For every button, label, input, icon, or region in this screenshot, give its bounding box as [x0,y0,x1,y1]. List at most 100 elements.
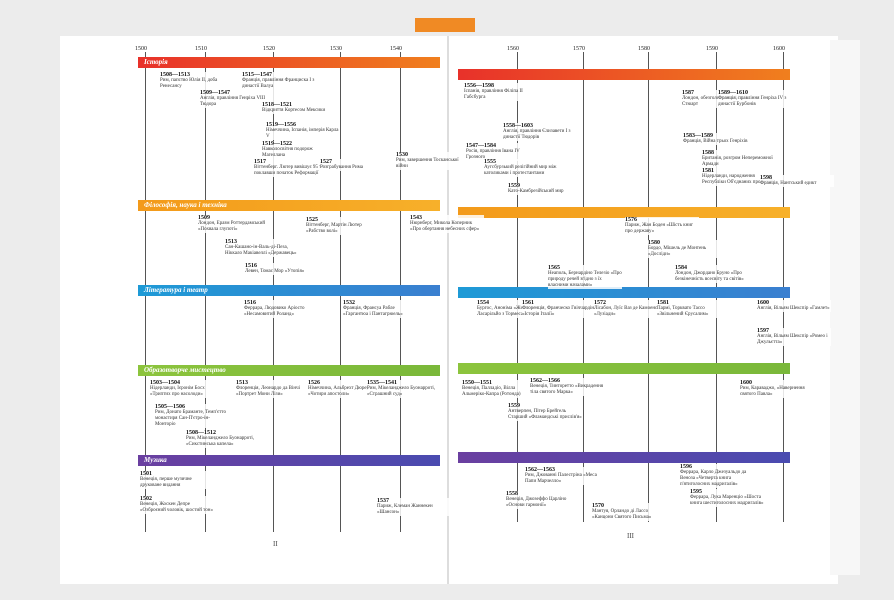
event-text: Като-Камбрезійський мир [508,189,564,194]
event-years: 1535—1541 [367,380,397,386]
event-years: 1513 [236,380,248,386]
event-years: 1581 [657,300,669,306]
event-years: 1598 [760,175,772,181]
event: 1543 Нюрнберг, Микола Коперник «Про оберт… [410,215,484,233]
event-text: Розграбування Рима [320,165,363,170]
event-text: Лондон, обезголовлення Марії Стюарт [682,96,748,107]
event-years: 1543 [410,215,422,221]
event: 1508—1512 Рим, Мікеланджело Буонарроті, «… [186,430,260,448]
event-years: 1595 [690,489,702,495]
event-years: 1519—1556 [266,122,296,128]
section-bar: Образотворче мистецтво [138,365,440,376]
event-years: 1518—1521 [262,102,292,108]
event-years: 1516 [244,300,256,306]
gutter [447,36,449,584]
event-years: 1509—1547 [200,90,230,96]
event: 1509—1547 Англія, правління Генріха VIII … [200,90,274,108]
event-years: 1508—1513 [160,72,190,78]
event: 1509 Лондон, Еразм Роттердамський «Похвал… [198,215,272,233]
event-text: Бургос, Аноніма «Життя Ласарільйо з Торм… [477,306,530,317]
event-text: Флоренція, Франческо Гвіччардіні «Історі… [522,306,596,317]
section-bar [458,207,790,218]
event-text: Віттенберг. Лютер вивішує 95 тез, поклав… [254,165,327,176]
section-title: Образотворче мистецтво [144,366,226,374]
event: 1513 Флоренція, Леонардо да Вінчі «Портре… [236,380,310,398]
event-text: Феррара, Лука Маренціо «Шоста книга шест… [690,495,764,506]
event: 1596 Феррара, Карло Джезуальдо да Веноза … [680,464,754,488]
event-text: Німеччина, Альбрехт Дюрер «Чотири апосто… [308,386,370,397]
event-years: 1517 [254,159,266,165]
event: 1600 Англія, Вільям Шекспір «Гамлет» [757,300,831,312]
event-text: Венеція, Джозеффо Царліно «Основи гармон… [506,497,567,508]
event-years: 1503—1504 [150,380,180,386]
event-text: Віттенберг, Мартін Лютер «Рабство волі» [306,223,362,234]
event-text: Нюрнберг, Микола Коперник «Про обертання… [410,221,480,232]
event-years: 1527 [320,159,332,165]
event: 1556—1598 Іспанія, правління Філіпа II Га… [464,83,538,101]
event-years: 1565 [548,265,560,271]
event: 1532 Франція, Франсуа Рабле «Гаргантюа і … [343,300,417,318]
event-years: 1583—1589 [683,133,713,139]
event: 1516 Левен, Томас Мор «Утопія» [245,263,319,275]
event: 1558—1603 Англія, правління Єлизавети I з… [503,123,577,141]
event-text: Рим, завершення Тосканської війни [396,158,459,169]
event-text: Франція, Франсуа Рабле «Гаргантюа і Пант… [343,306,403,317]
event-text: Франція, Війна трьох Генріхів [683,139,748,144]
event-years: 1554 [477,300,489,306]
event: 1519—1556 Німеччина, Іспанія, імперія Кар… [266,122,340,140]
year-label: 1500 [135,46,147,52]
event: 1526 Німеччина, Альбрехт Дюрер «Чотири ап… [308,380,382,398]
event-years: 1516 [245,263,257,269]
event: 1576 Париж, Жан Боден «Шість книг про дер… [625,217,699,235]
event-years: 1547—1584 [466,143,496,149]
event-years: 1513 [225,239,237,245]
event-text: Лондон, Еразм Роттердамський «Похвала гл… [198,221,266,232]
event-text: Венеція, Тинторетто «Викрадення тіла свя… [530,384,604,395]
event-years: 1501 [140,471,152,477]
event: 1595 Феррара, Лука Маренціо «Шоста книга … [690,489,764,507]
year-label: 1520 [263,46,275,52]
event: 1584 Лондон, Джордано Бруно «Про безкінеч… [675,265,749,283]
event: 1518—1521 Відкриття Кортесом Мексики [262,102,336,114]
event-years: 1508—1512 [186,430,216,436]
event: 1505—1506 Рим, Донато Браманте, Темп'єтто… [155,404,229,428]
event-text: Сан-Кашано-ін-Валь-ді-Пеза, Ніккало Макі… [225,245,297,256]
event-years: 1581 [702,168,714,174]
event-text: Рим, Мікеланджело Буонарроті, «Страшний … [367,386,436,397]
event-years: 1562—1563 [525,467,555,473]
event-text: Франція, правління Франциска I з династі… [242,78,315,89]
event-text: Лондон, Джордано Бруно «Про безкінечніст… [675,271,744,282]
event-years: 1570 [592,503,604,509]
event-years: 1589—1610 [718,90,748,96]
event-text: Париж, Клеман Жаннекен «Шансон» [377,504,433,515]
event-years: 1576 [625,217,637,223]
section-title: Література і театр [144,286,208,294]
event: 1525 Віттенберг, Мартін Лютер «Рабство во… [306,217,380,235]
event-years: 1526 [308,380,320,386]
event-text: Англія, Вільям Шекспір «Гамлет» [757,306,830,311]
event-text: Франція, Нантський едикт [760,181,817,186]
year-label: 1600 [773,46,785,52]
section-bar [458,363,790,374]
event-years: 1502 [140,496,152,502]
event-text: Нідерланди, Ієронім Босх «Триптих про на… [150,386,205,397]
event: 1589—1610 Франція, правління Генріха IV з… [718,90,792,108]
event: 1597 Англія, Вільям Шекспір «Ромео і Джул… [757,328,831,346]
spine [415,18,475,32]
event-years: 1572 [594,300,606,306]
section-bar: Література і театр [138,285,440,296]
section-title: Філософія, наука і техніка [144,201,227,209]
event: 1559 Като-Камбрезійський мир [508,183,582,195]
event-text: Англія, Вільям Шекспір «Ромео і Джульєтт… [757,334,828,345]
event: 1559 Антверпен, Пітер Брейгель Старший «Ф… [508,403,582,421]
event: 1570 Мантуя, Орландо ді Лассо «Канцони Св… [592,503,666,521]
event-text: Пармі, Торквато Тассо «Звільнений Єрусал… [657,306,709,317]
event: 1588 Британія, розгром Непереможної Армад… [702,150,776,168]
event-text: Венеція, Палладіо, Вілла Альмеріко-Капра… [462,386,521,397]
event: 1580 Бордо, Мішель де Монтень «Досліди» [648,240,722,258]
event-text: Рим, Караваджо, «Навернення святого Павл… [740,386,805,397]
event-text: Мантуя, Орландо ді Лассо «Канцони Святог… [592,509,652,520]
event-years: 1597 [757,328,769,334]
event: 1535—1541 Рим, Мікеланджело Буонарроті, «… [367,380,441,398]
event: 1503—1504 Нідерланди, Ієронім Босх «Трипт… [150,380,224,398]
